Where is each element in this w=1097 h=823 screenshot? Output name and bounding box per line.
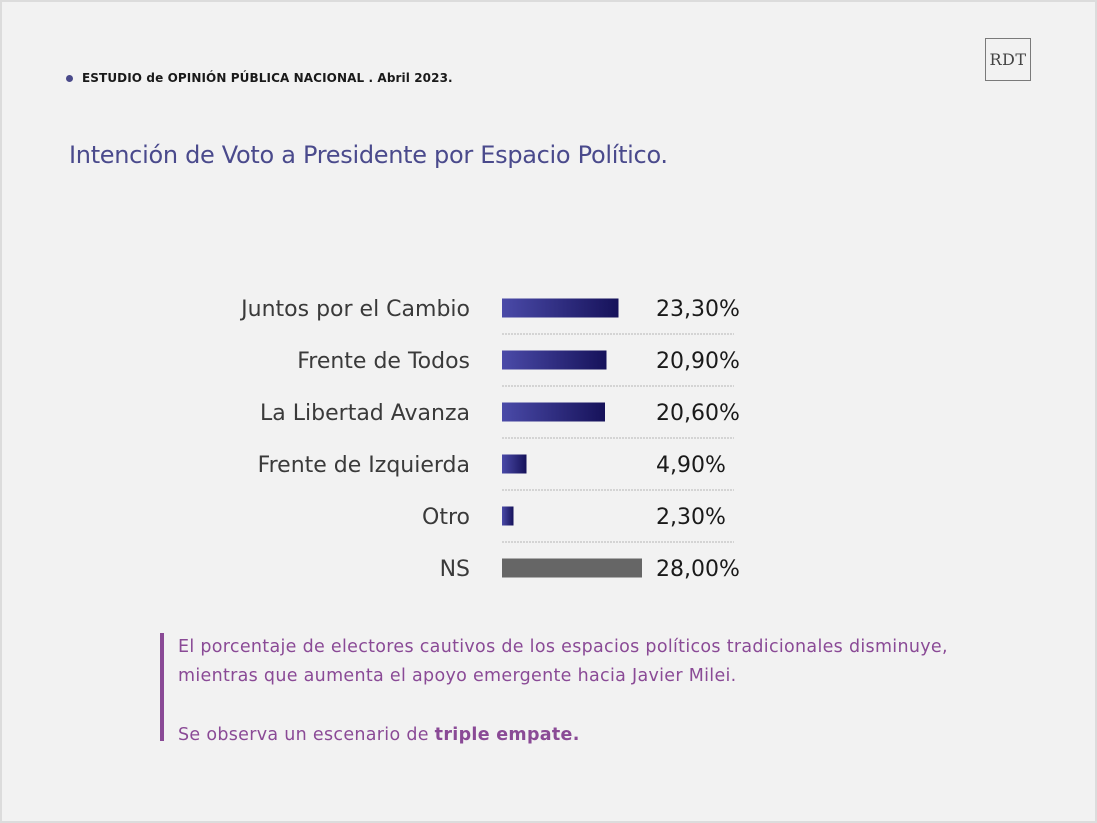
study-header: ESTUDIO de OPINIÓN PÚBLICA NACIONAL . Ab… bbox=[66, 71, 453, 85]
page-title: Intención de Voto a Presidente por Espac… bbox=[69, 141, 668, 169]
category-label: Frente de Izquierda bbox=[258, 453, 470, 478]
bar bbox=[502, 558, 642, 578]
category-label: Juntos por el Cambio bbox=[239, 297, 470, 322]
data-label: 20,90% bbox=[656, 349, 740, 374]
note-line-3: Se observa un escenario de triple empate… bbox=[178, 721, 978, 750]
category-label: Frente de Todos bbox=[297, 349, 470, 374]
category-label: Otro bbox=[422, 505, 470, 530]
category-label: NS bbox=[440, 557, 470, 582]
bar bbox=[502, 506, 514, 526]
note-line-1: El porcentaje de electores cautivos de l… bbox=[178, 637, 948, 657]
note-line-3-bold: triple empate. bbox=[434, 725, 580, 745]
data-label: 23,30% bbox=[656, 297, 740, 322]
note-line-3-prefix: Se observa un escenario de bbox=[178, 725, 435, 745]
bar bbox=[502, 454, 527, 474]
study-label: ESTUDIO de OPINIÓN PÚBLICA NACIONAL . Ab… bbox=[82, 71, 453, 85]
analysis-note: El porcentaje de electores cautivos de l… bbox=[160, 633, 978, 745]
category-label: La Libertad Avanza bbox=[260, 401, 470, 426]
note-line-2: mientras que aumenta el apoyo emergente … bbox=[178, 666, 737, 686]
bar bbox=[502, 350, 607, 370]
data-label: 2,30% bbox=[656, 505, 726, 530]
bar bbox=[502, 402, 605, 422]
data-label: 28,00% bbox=[656, 557, 740, 582]
data-label: 4,90% bbox=[656, 453, 726, 478]
rdt-logo: RDT bbox=[985, 38, 1031, 81]
bullet-dot-icon bbox=[66, 74, 73, 82]
bar bbox=[502, 298, 619, 318]
data-label: 20,60% bbox=[656, 401, 740, 426]
vote-intention-chart: Juntos por el Cambio 23,30% Frente de Todo… bbox=[239, 297, 740, 582]
